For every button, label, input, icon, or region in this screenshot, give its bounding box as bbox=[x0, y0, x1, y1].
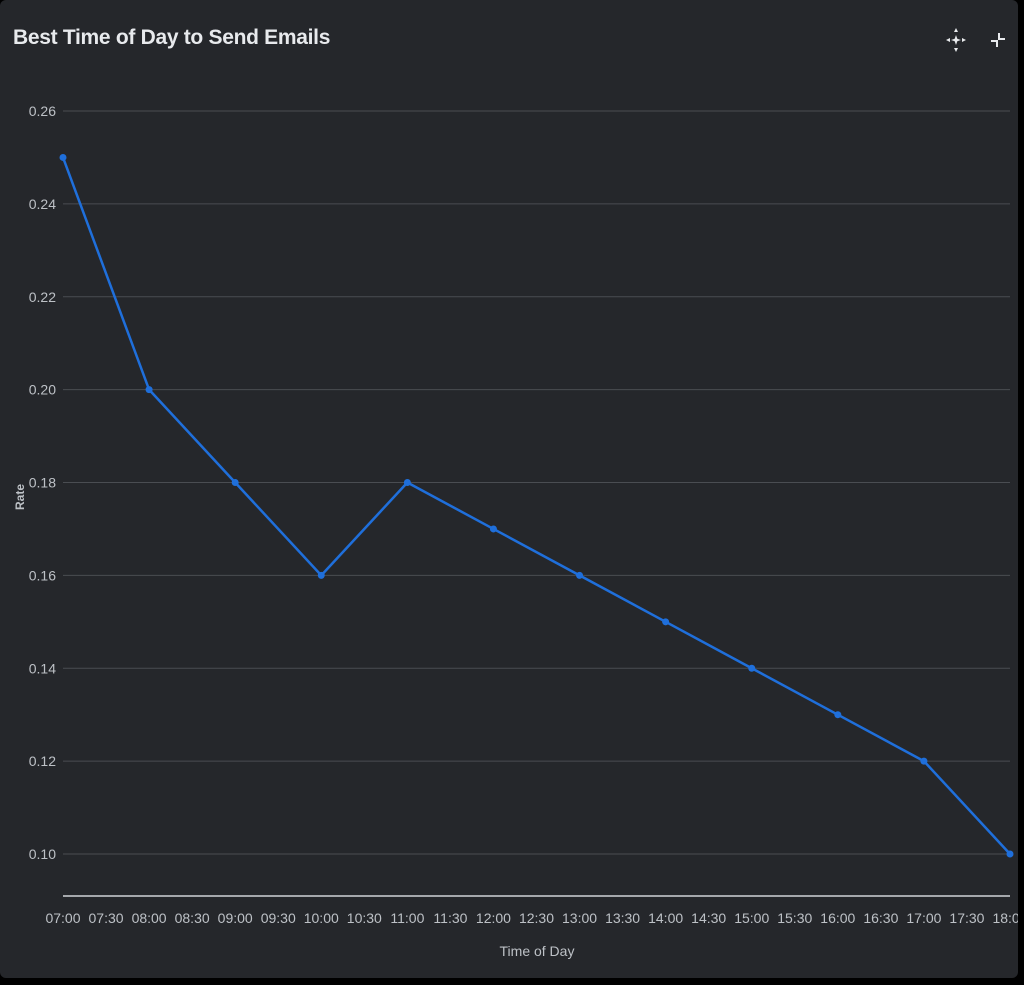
x-tick-label: 17:00 bbox=[906, 910, 941, 926]
collapse-button[interactable] bbox=[984, 26, 1012, 54]
y-tick-label: 0.16 bbox=[29, 567, 56, 583]
x-tick-label: 09:30 bbox=[261, 910, 296, 926]
y-tick-label: 0.22 bbox=[29, 289, 56, 305]
x-tick-label: 18:00 bbox=[992, 910, 1018, 926]
data-point[interactable] bbox=[662, 618, 670, 626]
x-tick-label: 12:00 bbox=[476, 910, 511, 926]
x-tick-label: 14:30 bbox=[691, 910, 726, 926]
x-tick-label: 10:00 bbox=[304, 910, 339, 926]
x-tick-label: 15:30 bbox=[777, 910, 812, 926]
data-point[interactable] bbox=[231, 479, 239, 486]
x-tick-label: 10:30 bbox=[347, 910, 382, 926]
data-point[interactable] bbox=[576, 571, 584, 579]
x-tick-label: 14:00 bbox=[648, 910, 683, 926]
x-tick-label: 15:00 bbox=[734, 910, 769, 926]
data-point[interactable] bbox=[59, 153, 67, 161]
x-tick-label: 08:00 bbox=[132, 910, 167, 926]
x-tick-label: 16:00 bbox=[820, 910, 855, 926]
y-tick-label: 0.24 bbox=[29, 196, 56, 212]
sparkle-move-icon bbox=[946, 28, 966, 52]
x-tick-label: 13:30 bbox=[605, 910, 640, 926]
data-point[interactable] bbox=[834, 711, 842, 719]
series-layer bbox=[59, 153, 1014, 858]
y-tick-label: 0.12 bbox=[29, 753, 56, 769]
y-tick-label: 0.26 bbox=[29, 103, 56, 119]
x-tick-label: 11:30 bbox=[433, 910, 467, 926]
x-axis-ticks: 07:00 07:30 08:00 08:30 09:00 09:30 10:00 10:30… bbox=[45, 910, 1018, 926]
y-tick-label: 0.10 bbox=[29, 846, 56, 862]
data-point[interactable] bbox=[1006, 850, 1014, 858]
data-point[interactable] bbox=[145, 386, 153, 394]
grid-lines bbox=[63, 110, 1010, 855]
y-tick-label: 0.20 bbox=[29, 382, 56, 398]
x-tick-label: 13:00 bbox=[562, 910, 597, 926]
y-tick-label: 0.14 bbox=[29, 660, 56, 676]
x-axis-label: Time of Day bbox=[500, 943, 575, 959]
x-tick-label: 07:00 bbox=[45, 910, 80, 926]
x-tick-label: 07:30 bbox=[89, 910, 124, 926]
data-point[interactable] bbox=[489, 525, 497, 533]
data-point[interactable] bbox=[920, 757, 928, 765]
data-point[interactable] bbox=[403, 479, 411, 486]
explore-button[interactable] bbox=[942, 26, 970, 54]
x-tick-label: 11:00 bbox=[390, 910, 424, 926]
x-tick-label: 12:30 bbox=[519, 910, 554, 926]
data-point[interactable] bbox=[748, 664, 756, 672]
y-axis-label: Rate bbox=[13, 484, 27, 510]
y-axis-ticks: 0.10 0.12 0.14 0.16 0.18 0.20 0.22 0.24 0.26 bbox=[29, 103, 56, 862]
data-point[interactable] bbox=[317, 571, 325, 579]
x-tick-label: 09:00 bbox=[218, 910, 253, 926]
x-tick-label: 17:30 bbox=[949, 910, 984, 926]
series-line bbox=[61, 157, 1011, 855]
chart-title: Best Time of Day to Send Emails bbox=[13, 26, 331, 49]
x-tick-label: 08:30 bbox=[175, 910, 210, 926]
x-tick-label: 16:30 bbox=[863, 910, 898, 926]
y-tick-label: 0.18 bbox=[29, 475, 56, 491]
collapse-icon bbox=[991, 33, 1005, 47]
